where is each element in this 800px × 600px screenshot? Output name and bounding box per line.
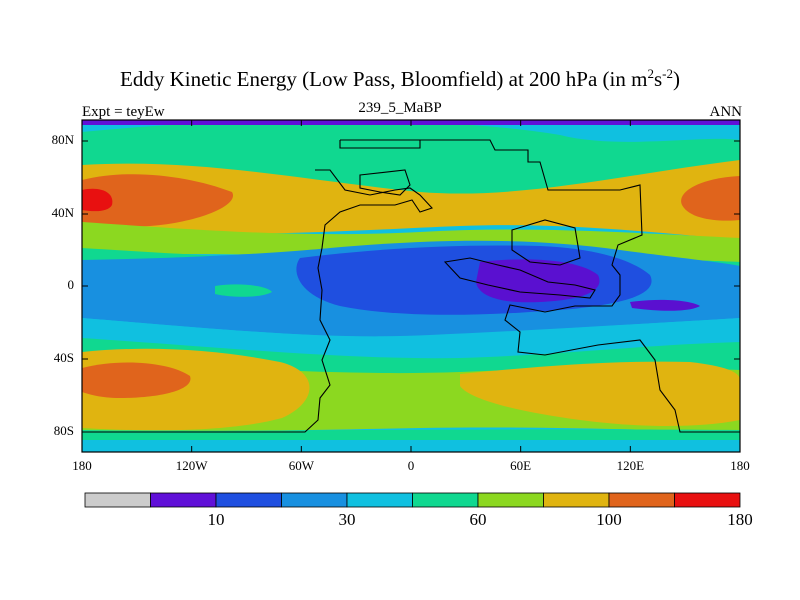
colorbar-label: 180 (727, 510, 753, 529)
ke-field (82, 120, 740, 452)
colorbar-label: 30 (338, 510, 356, 529)
colorbar-label: 60 (469, 510, 487, 529)
colorbar-swatch (412, 492, 479, 508)
colorbar-swatch (84, 492, 151, 508)
inland-sea-outline (443, 257, 596, 299)
contour-purple-east (630, 299, 700, 311)
title-superscript-2: -2 (662, 66, 673, 81)
colorbar (84, 492, 741, 508)
contour-orange-north-east (681, 176, 740, 221)
x-tick-label: 0 (407, 458, 415, 473)
x-tick-label: 180 (72, 458, 92, 473)
colorbar-swatch (346, 492, 413, 508)
plot-title: Eddy Kinetic Energy (Low Pass, Bloomfiel… (0, 66, 800, 92)
colorbar-swatch (215, 492, 282, 508)
y-tick-label: 0 (67, 277, 75, 292)
colorbar-swatch (543, 492, 610, 508)
x-tick-label: 120W (175, 458, 208, 473)
contour-green-blob (215, 284, 272, 297)
colorbar-label: 10 (207, 510, 225, 529)
colorbar-swatch (150, 492, 217, 508)
greenland-outline (359, 169, 411, 196)
colorbar-swatch (477, 492, 544, 508)
colorbar-swatch (608, 492, 675, 508)
season-label: ANN (709, 104, 743, 120)
eurasia-africa-outline (339, 139, 740, 433)
title-unit-s: s (653, 67, 663, 91)
contour-yellow-south-east (460, 361, 740, 426)
title-text: Eddy Kinetic Energy (Low Pass, Bloomfiel… (120, 67, 648, 91)
x-tick-label: 60E (510, 458, 532, 473)
contour-orange-north-west (82, 174, 234, 227)
x-tick-label: 60W (288, 458, 314, 473)
colorbar-swatch (281, 492, 348, 508)
continent-outlines (82, 139, 740, 433)
experiment-label: Expt = teyEw (82, 104, 165, 120)
y-tick-label: 40S (53, 350, 74, 365)
contour-red-core (82, 188, 113, 212)
x-tick-label: 180 (730, 458, 750, 473)
contour-purple-core (476, 259, 600, 303)
title-close-paren: ) (672, 67, 680, 91)
asia-plateau-outline (511, 219, 581, 266)
americas-outline (82, 169, 433, 433)
run-id-label: 239_5_MaBP (358, 100, 442, 116)
x-tick-label: 120E (616, 458, 645, 473)
y-tick-label: 80N (51, 132, 74, 147)
title-superscript-1: 2 (647, 66, 654, 81)
contour-orange-south (82, 362, 191, 398)
y-tick-label: 40N (51, 205, 74, 220)
colorbar-label: 100 (596, 510, 622, 529)
y-tick-label: 80S (53, 423, 74, 438)
axis-ticks (81, 120, 741, 452)
colorbar-swatch (674, 492, 741, 508)
